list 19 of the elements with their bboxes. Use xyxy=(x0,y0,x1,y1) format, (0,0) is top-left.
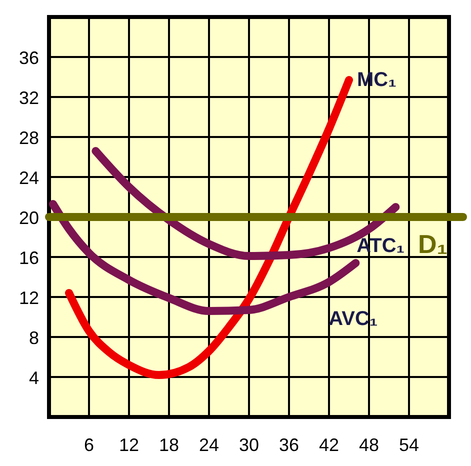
x-tick-label: 54 xyxy=(398,435,420,455)
ref-line-label: D₁ xyxy=(418,229,448,259)
x-tick-label: 18 xyxy=(158,435,180,455)
y-tick-label: 24 xyxy=(18,168,39,188)
y-tick-label: 36 xyxy=(18,48,39,68)
x-tick-label: 48 xyxy=(358,435,380,455)
y-tick-label: 16 xyxy=(18,248,39,268)
y-tick-label: 32 xyxy=(18,88,39,108)
x-tick-label: 24 xyxy=(198,435,220,455)
x-tick-label: 6 xyxy=(84,435,94,455)
x-tick-label: 42 xyxy=(318,435,340,455)
x-tick-label: 36 xyxy=(278,435,300,455)
y-tick-label: 12 xyxy=(18,288,39,308)
y-tick-label: 28 xyxy=(18,128,39,148)
x-tick-label: 30 xyxy=(238,435,260,455)
y-tick-label: 4 xyxy=(28,368,39,388)
y-tick-label: 8 xyxy=(28,328,39,348)
x-tick-label: 12 xyxy=(118,435,140,455)
y-tick-label: 20 xyxy=(18,208,39,228)
